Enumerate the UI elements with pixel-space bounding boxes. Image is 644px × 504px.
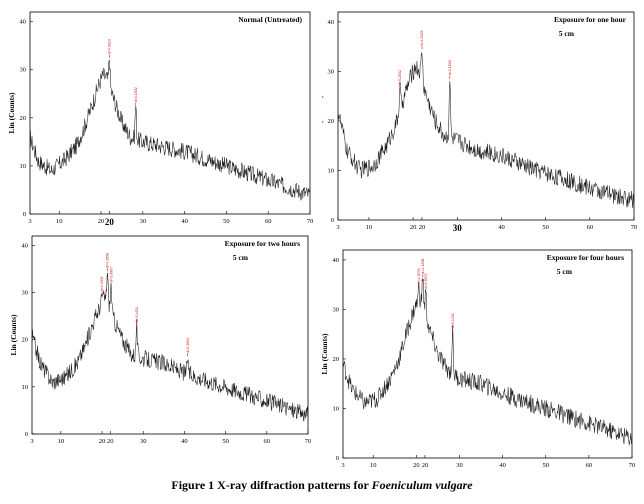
plot-frame (29, 11, 311, 215)
y-tick-label: 10 (22, 384, 29, 391)
x-tick-label: 3 (336, 224, 339, 231)
caption-text: Figure 1 X-ray diffraction patterns for (171, 478, 372, 492)
y-tick-label: 30 (20, 67, 27, 74)
x-tick-label: 50 (542, 224, 549, 231)
xrd-panel-one-hour: Exposure for one hour 5 cm Lin (Counts) 0 10… (322, 11, 638, 232)
x-tick-label: 70 (307, 218, 314, 225)
peak-label: d=3.9907 (109, 267, 113, 282)
x-tick-label: 10 (56, 218, 63, 225)
x-tick-label: 20 (99, 438, 106, 445)
peak-label: d=5.2032 (398, 70, 402, 85)
y-tick-label: 0 (25, 431, 28, 438)
x-tick-label: 20 (105, 217, 115, 227)
peak-label: d=3.1451 (135, 307, 139, 322)
y-tick-label: 0 (336, 455, 339, 462)
x-tick-label: 30 (453, 223, 463, 232)
xrd-panel-normal: Normal (Untreated) Lin (Counts) 0 10 20 30 40 3… (7, 11, 314, 227)
x-tick-label: 30 (456, 462, 463, 468)
plot-frame (342, 249, 633, 459)
x-tick-label: 40 (499, 462, 506, 468)
y-tick-label: 30 (333, 306, 340, 313)
y-tick-label: 20 (22, 337, 29, 344)
y-tick-label: 40 (333, 257, 340, 264)
x-tick-label: 60 (264, 438, 271, 445)
peak-label: d=4.0329 (420, 31, 424, 46)
x-tick-label: 20 (98, 218, 105, 225)
peak-label: d=4.1298 (421, 259, 425, 274)
x-tick-label: 10 (370, 462, 377, 468)
x-tick-label: 30 (140, 438, 147, 445)
y-tick-label: 20 (328, 118, 335, 125)
x-tick-label: 10 (366, 224, 373, 231)
x-tick-label: 60 (587, 224, 594, 231)
x-tick-label: 40 (498, 224, 505, 231)
x-tick-label: 10 (58, 438, 65, 445)
panel-title: Normal (Untreated) (238, 15, 302, 24)
peak-label: d=3.1502 (134, 87, 138, 102)
y-tick-label: 40 (20, 19, 27, 26)
plot-frame (337, 11, 635, 221)
y-axis-label: Lin (Counts) (322, 95, 324, 137)
y-axis-label: Lin (Counts) (322, 333, 329, 375)
x-tick-label: 3 (28, 218, 31, 225)
x-tick-label: 60 (586, 462, 593, 468)
y-tick-label: 20 (333, 356, 340, 363)
peak-label: d=2.2064 (186, 338, 190, 353)
y-tick-label: 10 (20, 163, 27, 170)
diffraction-trace (29, 59, 311, 201)
x-tick-label: 70 (305, 438, 312, 445)
y-tick-label: 0 (331, 217, 334, 224)
y-tick-label: 10 (333, 405, 340, 412)
x-tick-label: 20 (419, 224, 426, 231)
panel-subtitle: 5 cm (233, 253, 249, 262)
y-tick-label: 40 (22, 242, 29, 249)
x-tick-label: 70 (629, 462, 636, 468)
x-tick-label: 50 (223, 218, 230, 225)
y-axis-label: Lin (Counts) (9, 314, 18, 356)
peak-label: d=3.1431 (451, 313, 455, 328)
x-tick-label: 3 (341, 462, 344, 468)
peak-label: d=3.9972 (424, 274, 428, 289)
x-tick-label: 40 (181, 218, 188, 225)
x-tick-label: 60 (265, 218, 272, 225)
xrd-panel-four-hours: Exposure for four hours 5 cm Lin (Counts) 0… (322, 249, 636, 468)
peak-label: d=4.4501 (100, 276, 104, 291)
x-tick-label: 70 (631, 224, 638, 231)
peak-label: d=4.1558 (106, 253, 110, 268)
panel-subtitle: 5 cm (557, 267, 573, 276)
peak-label: d=3.1500 (448, 60, 452, 75)
x-tick-label: 20 (413, 462, 420, 468)
y-tick-label: 0 (23, 211, 26, 218)
x-tick-label: 20 (422, 462, 429, 468)
x-tick-label: 50 (222, 438, 229, 445)
panel-title: Exposure for two hours (225, 239, 300, 248)
caption-species: Foeniculum vulgare (371, 478, 473, 492)
x-tick-label: 40 (181, 438, 188, 445)
x-tick-label: 3 (30, 438, 33, 445)
diffraction-trace (337, 52, 635, 209)
y-tick-label: 20 (20, 115, 27, 122)
diffraction-trace (342, 278, 633, 446)
x-tick-label: 50 (542, 462, 549, 468)
peak-label: d=4.3076 (417, 269, 421, 284)
figure-caption: Figure 1 X-ray diffraction patterns for … (0, 478, 644, 493)
xrd-panel-two-hours: Exposure for two hours 5 cm Lin (Counts) 0 1… (9, 235, 312, 445)
x-tick-label: 20 (410, 224, 417, 231)
panel-title: Exposure for one hour (554, 15, 627, 24)
y-tick-label: 10 (328, 167, 335, 174)
y-tick-label: 40 (328, 19, 335, 26)
panel-subtitle: 5 cm (559, 29, 575, 38)
y-axis-label: Lin (Counts) (7, 92, 16, 134)
x-tick-label: 30 (140, 218, 147, 225)
x-tick-label: 20 (107, 438, 114, 445)
y-tick-label: 30 (328, 68, 335, 75)
panel-title: Exposure for four hours (547, 253, 624, 262)
y-tick-label: 30 (22, 290, 29, 297)
peak-label: d=4.0323 (108, 39, 112, 54)
diffraction-trace (31, 272, 309, 422)
